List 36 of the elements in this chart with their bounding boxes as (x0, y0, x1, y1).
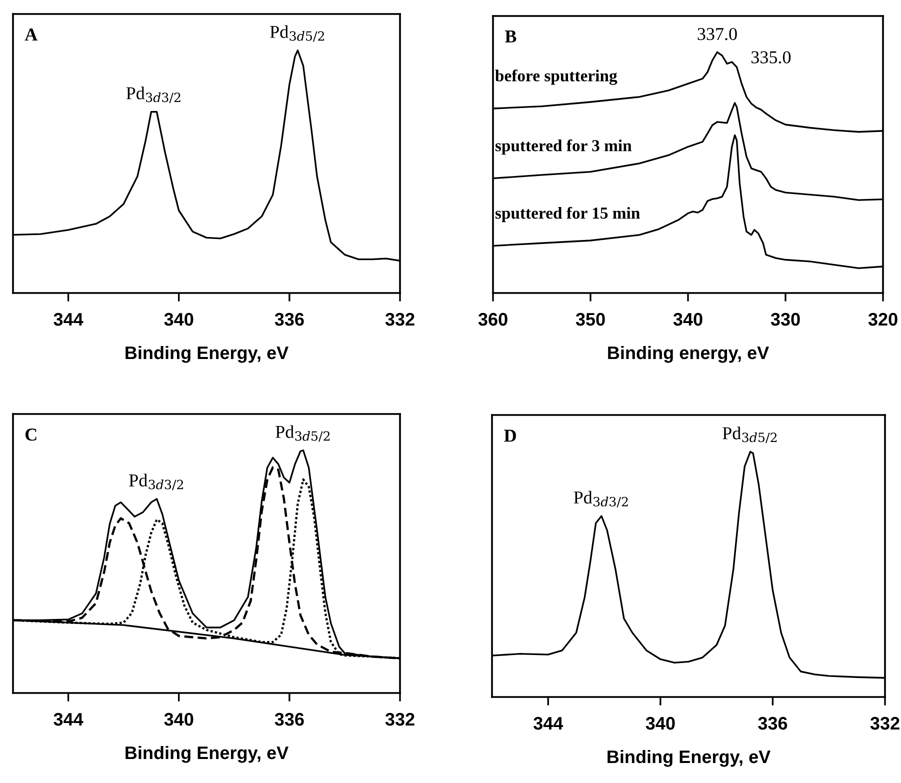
chart-title: A (24, 28, 38, 40)
x-tick-label: 336 (274, 312, 304, 326)
annotation: Pd$_{3d3/2}$ (129, 474, 184, 490)
x-tick-label: 340 (646, 716, 675, 730)
x-axis-title: Binding Energy, eV (126, 746, 288, 763)
annotation: Pd$_{3d5/2}$ (722, 426, 777, 444)
x-tick-label: 336 (274, 712, 304, 726)
series-label: sputtered for 15 min (495, 206, 640, 222)
chart-title: D (504, 430, 516, 442)
x-axis-title: Binding energy, eV (608, 346, 769, 363)
series-label: before sputtering (495, 69, 618, 85)
x-tick-label: 344 (54, 712, 84, 726)
annotation: Pd$_{3d3/2}$ (126, 86, 180, 104)
annotation: 337.0 (698, 28, 737, 40)
x-tick-label: 344 (54, 312, 84, 326)
x-tick-label: 340 (164, 712, 194, 726)
x-tick-label: 330 (770, 312, 800, 326)
x-tick-label: 320 (868, 312, 898, 326)
x-tick-label: 336 (758, 716, 788, 730)
x-tick-label: 344 (533, 716, 564, 730)
annotation: Pd$_{3d3/2}$ (574, 490, 628, 508)
x-tick-label: 332 (385, 312, 414, 326)
annotation: Pd$_{3d5/2}$ (276, 425, 330, 442)
chart-title: C (25, 428, 36, 441)
x-tick-label: 350 (576, 312, 605, 326)
chart-title: B (505, 30, 516, 42)
annotation: Pd$_{3d5/2}$ (270, 25, 324, 42)
annotation: 335.0 (752, 51, 791, 64)
series-label: sputtered for 3 min (495, 139, 632, 155)
x-tick-label: 360 (478, 312, 508, 326)
x-axis-title: Binding Energy, eV (608, 750, 770, 767)
x-tick-label: 332 (385, 712, 414, 726)
x-tick-label: 340 (164, 312, 194, 326)
x-axis-title: Binding Energy, eV (126, 346, 288, 363)
x-tick-label: 332 (870, 716, 900, 730)
x-tick-label: 340 (673, 312, 702, 326)
